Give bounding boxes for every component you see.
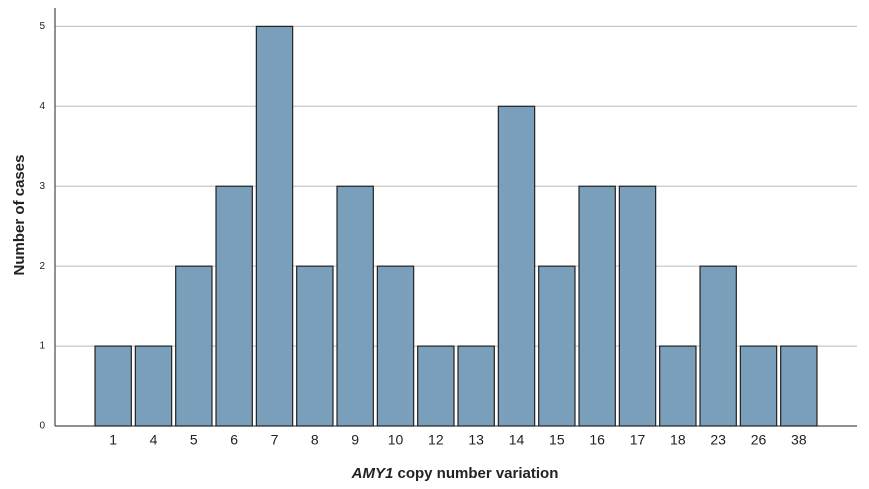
x-tick-label: 6 [230,432,238,448]
x-tick-label: 38 [791,432,807,448]
bar [417,345,455,427]
x-axis-label: AMY1 copy number variation [351,465,559,482]
y-axis-label: Number of cases [11,155,28,276]
x-tick-label: 8 [311,432,319,448]
y-tick-label: 4 [39,101,45,112]
y-tick-label: 0 [39,421,45,432]
bar [457,345,495,427]
y-tick-label: 2 [39,261,45,272]
bar [296,265,334,427]
bar [739,345,778,427]
x-tick-label: 16 [589,432,605,448]
x-tick-label: 15 [549,432,565,448]
x-tick-label: 14 [509,432,525,448]
x-tick-label: 23 [710,432,726,448]
y-tick-label: 5 [39,21,45,32]
bar [94,345,132,427]
x-axis-label-text: copy number variation [397,465,558,482]
x-axis-label-italic: AMY1 [351,465,394,482]
bar [255,25,294,427]
bar [215,185,253,427]
x-tick-label: 26 [751,432,767,448]
x-tick-label: 13 [468,432,484,448]
x-tick-label: 17 [630,432,646,448]
x-tick-label: 4 [150,432,158,448]
bar [497,105,536,427]
bar [618,185,657,427]
x-tick-label: 10 [388,432,404,448]
bar [134,345,173,427]
x-tick-label: 7 [271,432,279,448]
x-tick-label: 12 [428,432,444,448]
x-tick-label: 5 [190,432,198,448]
bar [780,345,818,427]
bar [699,265,737,427]
bar [578,185,616,427]
bar [659,345,697,427]
bar [336,185,374,427]
bar [175,265,213,427]
y-tick-label: 3 [39,181,45,192]
y-tick-label: 1 [39,341,45,352]
x-tick-label: 1 [109,432,117,448]
x-tick-label: 18 [670,432,686,448]
bar [376,265,415,427]
bar [538,265,576,427]
x-tick-label: 9 [351,432,359,448]
